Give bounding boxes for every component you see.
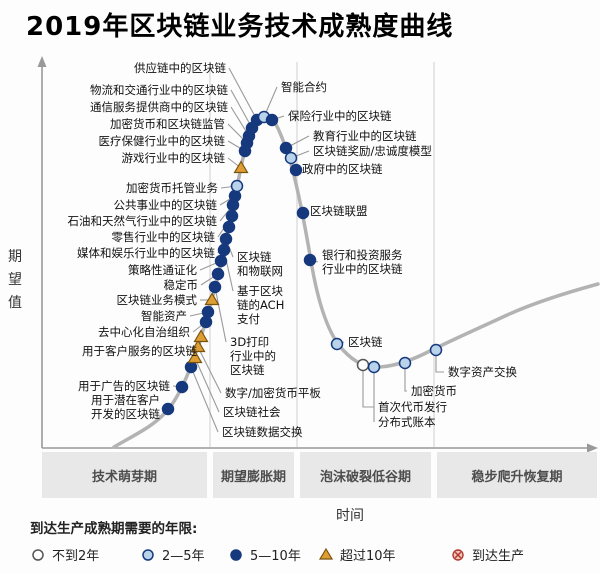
- legend-item-label: 2—5年: [162, 549, 205, 564]
- y5to10-marker-icon: [201, 305, 215, 319]
- legend-item-label: 不到2年: [52, 549, 100, 564]
- phase-label: 技术萌芽期: [91, 469, 157, 485]
- legend-item-label: 超过10年: [340, 549, 396, 564]
- legend-item-label: 5—10年: [250, 549, 301, 564]
- y2to5-marker-icon: [230, 179, 244, 193]
- phase-segment: 泡沫破裂低谷期: [300, 452, 431, 498]
- y5to10-marker-icon: [296, 206, 310, 220]
- gt10-marker-icon: [193, 329, 209, 343]
- lt2-marker-icon: [32, 548, 44, 561]
- legend-item-label: 到达生产: [472, 549, 525, 564]
- gt10-marker-icon: [233, 160, 249, 174]
- y5to10-marker-icon: [228, 189, 242, 203]
- x-axis-arrow-icon: [587, 443, 598, 453]
- leader-line: [435, 350, 444, 373]
- leader-lines: [162, 67, 444, 433]
- point-markers: [161, 110, 443, 416]
- y5to10-marker-icon: [214, 254, 228, 268]
- phase-segment: 稳步爬升恢复期: [437, 452, 597, 498]
- y5to10-marker-icon: [184, 360, 198, 374]
- gt10-marker-icon: [318, 547, 334, 560]
- y5to10-marker-icon: [161, 402, 175, 416]
- y5to10-marker-icon: [225, 209, 239, 223]
- leader-line: [404, 363, 407, 392]
- y5to10-marker-icon: [289, 163, 303, 177]
- gridlines: [209, 62, 435, 447]
- legend-item: 2—5年: [140, 545, 205, 564]
- phase-segment: 技术萌芽期: [42, 452, 207, 498]
- y5to10-marker-icon: [279, 141, 293, 155]
- phase-band: 技术萌芽期 期望膨胀期 泡沫破裂低谷期 稳步爬升恢复期: [0, 452, 600, 498]
- y5to10-marker-icon: [222, 220, 236, 234]
- legend: 到达生产成熟期需要的年限: 不到2年 2—5年 5—10年 超过10年 到达生产: [0, 517, 600, 573]
- leader-line: [228, 67, 258, 121]
- y5to10-marker-icon: [199, 315, 213, 329]
- legend-y5to10-icon: [230, 548, 242, 561]
- y5to10-marker-icon: [265, 113, 279, 127]
- leader-line: [197, 346, 222, 394]
- y5to10-marker-icon: [217, 243, 231, 257]
- lt2-marker-icon: [356, 358, 370, 372]
- phase-label: 期望膨胀期: [220, 469, 286, 485]
- y5to10-marker-icon: [303, 253, 317, 267]
- phase-label: 泡沫破裂低谷期: [319, 469, 411, 485]
- axes: [37, 56, 598, 453]
- legend-y2to5-icon: [142, 548, 154, 561]
- leader-line: [190, 366, 219, 433]
- leader-line: [194, 357, 220, 413]
- legend-item: 到达生产: [450, 545, 524, 564]
- phase-label: 稳步爬升恢复期: [471, 469, 563, 485]
- legend-item: 不到2年: [30, 545, 99, 564]
- legend-lt2-icon: [32, 548, 44, 561]
- legend-item: 5—10年: [228, 545, 301, 564]
- y5to10-marker-icon: [219, 232, 233, 246]
- y2to5-marker-icon: [367, 360, 381, 374]
- gt10-marker-icon: [187, 350, 203, 364]
- y-axis-label: 期望值: [8, 249, 22, 311]
- y2to5-marker-icon: [398, 356, 412, 370]
- y5to10-marker-icon: [208, 280, 222, 294]
- y5to10-marker-icon: [175, 380, 189, 394]
- y5to10-marker-icon: [230, 548, 242, 561]
- leader-line: [223, 249, 234, 292]
- x-axis-label: 时间: [336, 508, 364, 524]
- y2to5-marker-icon: [284, 151, 298, 165]
- legend-obsolete-icon: [452, 548, 464, 561]
- legend-item: 超过10年: [318, 545, 396, 564]
- y2to5-marker-icon: [142, 548, 154, 561]
- obsolete-marker-icon: [452, 548, 464, 561]
- y2to5-marker-icon: [330, 337, 344, 351]
- y5to10-marker-icon: [211, 267, 225, 281]
- legend-gt10-icon: [318, 547, 334, 560]
- gt10-marker-icon: [204, 292, 220, 306]
- y-axis-arrow-icon: [37, 56, 47, 67]
- legend-title: 到达生产成熟期需要的年限:: [30, 521, 198, 537]
- y2to5-marker-icon: [429, 343, 443, 357]
- leader-line: [230, 89, 253, 129]
- hype-curve: [112, 114, 600, 449]
- leader-line: [362, 365, 374, 408]
- phase-segment: 期望膨胀期: [213, 452, 294, 498]
- leader-line: [214, 286, 227, 343]
- page-title: 2019年区块链业务技术成熟度曲线: [26, 12, 454, 42]
- gt10-marker-icon: [190, 339, 206, 353]
